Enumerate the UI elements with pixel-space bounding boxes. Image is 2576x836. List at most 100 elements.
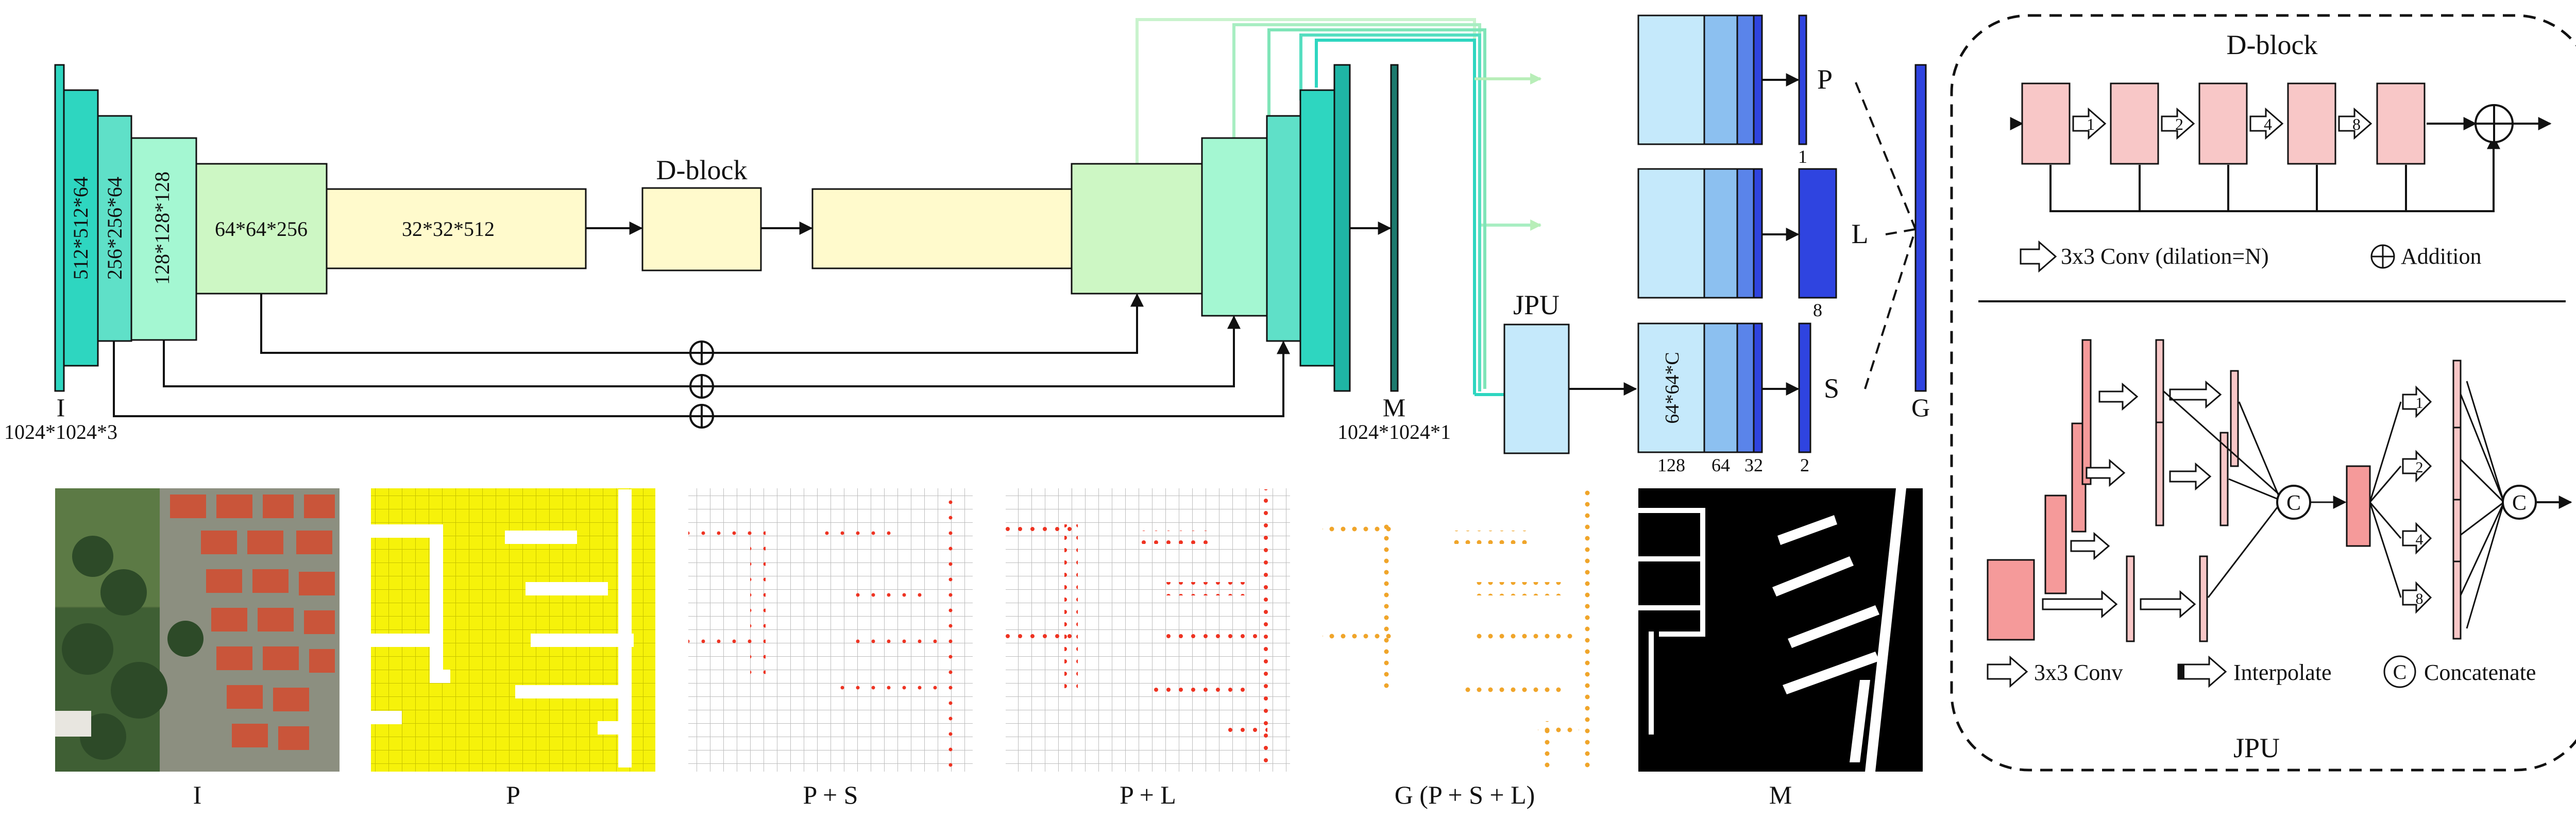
panel-point-grid	[371, 488, 655, 772]
input-size: 1024*1024*3	[4, 420, 117, 443]
dblock-stage	[2110, 82, 2159, 165]
skip-addition-nodes	[689, 340, 714, 429]
conv-arrow-icon	[2161, 107, 2195, 140]
jpu-block: JPU	[1503, 289, 1570, 454]
panel-captions: I P P + S P + L G (P + S + L) M	[193, 780, 1792, 809]
segment-out-bar	[1798, 322, 1811, 453]
dec-block-2	[1071, 163, 1203, 295]
dec-block-3	[1201, 137, 1268, 317]
jpu-label: JPU	[1513, 289, 1560, 320]
jpu-dilation: 1	[2416, 395, 2424, 412]
conv-arrow-icon	[2072, 107, 2107, 140]
dblock-dilation: 1	[2087, 115, 2095, 133]
enc-block-5-label: 32*32*512	[402, 217, 495, 241]
conv-arrow-icon	[2098, 382, 2139, 411]
concat-symbol: C	[2286, 491, 2301, 515]
jpu-conv-out	[2230, 370, 2239, 467]
jpu-detail-title: JPU	[2233, 732, 2280, 763]
dblock-addition-node	[2475, 104, 2514, 143]
jpu-feature-map	[1987, 559, 2035, 641]
encoder-labels: I 1024*1024*3 512*512*64 256*256*64 128*…	[4, 155, 1451, 443]
conv-arrow-icon	[2402, 450, 2432, 483]
output-label: M	[1383, 393, 1405, 422]
conv-arrow-icon	[2338, 107, 2372, 140]
conv-arrow-icon	[2402, 581, 2432, 614]
dblock-stage	[2198, 82, 2248, 165]
detail-frame	[1950, 14, 2576, 772]
panel-point-segment	[688, 488, 973, 772]
encoder	[54, 64, 1399, 392]
panel-graph	[1323, 488, 1607, 772]
jpu-conv-out	[2155, 421, 2164, 526]
jpu-detail: JPU	[1987, 339, 2572, 763]
legend-conv-icon	[1987, 655, 2028, 688]
input-label: I	[57, 393, 65, 422]
addition-node	[689, 374, 714, 399]
segment-head-channels: 2	[1800, 455, 1809, 475]
legend-add-icon	[2370, 244, 2395, 269]
dec-block-6	[1333, 64, 1351, 392]
dblock-stage	[2376, 82, 2426, 165]
segment-width-128: 128	[1657, 455, 1685, 475]
line-head-channels: 8	[1813, 300, 1822, 320]
dblock-stage	[2287, 82, 2336, 165]
jpu-feature-map	[2081, 339, 2092, 485]
jpu-merged-map	[2346, 465, 2371, 547]
jpu-conv-out	[2219, 432, 2229, 526]
input-bar	[54, 64, 65, 392]
jpu-conv-out	[2126, 555, 2135, 642]
dec-block-5	[1299, 89, 1335, 367]
panel-caption: P	[506, 780, 520, 809]
conv-arrow-icon	[2402, 522, 2432, 555]
dec-block-1	[811, 188, 1073, 269]
enc-block-3-label: 128*128*128	[150, 172, 174, 285]
legend-interp-icon	[2177, 655, 2227, 688]
segment-head-label: S	[1824, 373, 1839, 404]
segment-width-64: 64	[1711, 455, 1730, 475]
legend-concat-letter: C	[2393, 660, 2407, 684]
addition-node	[689, 404, 714, 429]
dblock-dilation: 2	[2175, 115, 2183, 133]
fusion-dashes	[1855, 82, 1917, 389]
jpu-dilation: 4	[2416, 531, 2424, 548]
jpu-dilation: 2	[2416, 459, 2424, 476]
point-head	[1637, 14, 1807, 145]
point-out-bar	[1798, 14, 1807, 145]
dblock-legend-add: Addition	[2401, 244, 2481, 269]
interp-arrow-icon	[2169, 380, 2222, 409]
dblock-detail-title: D-block	[2227, 29, 2318, 60]
jpu-legend-interp: Interpolate	[2233, 660, 2332, 685]
dblock-detail: D-block 1 2 4 8 3x	[2010, 29, 2552, 273]
jpu-conv-out	[2199, 555, 2208, 642]
interp-arrow-icon	[2140, 590, 2196, 619]
graph-out-bar	[1914, 64, 1927, 392]
concat-node	[2276, 485, 2311, 520]
dblock-dilation: 8	[2352, 115, 2361, 133]
point-head-channels: 1	[1798, 146, 1807, 167]
panel-point-line	[1006, 488, 1290, 772]
conv-arrow-icon	[2086, 458, 2126, 487]
enc-block-4-label: 64*64*256	[215, 217, 308, 241]
conv-arrow-icon	[2070, 532, 2110, 560]
panel-caption: P + L	[1120, 780, 1176, 809]
dblock-dilation: 4	[2264, 115, 2272, 133]
jpu-legend-concat: Concatenate	[2424, 660, 2536, 685]
output-bar	[1390, 64, 1399, 392]
enc-block-2-label: 256*256*64	[103, 177, 126, 280]
panel-satellite-image	[55, 488, 340, 772]
enc-block-1-label: 512*512*64	[69, 177, 92, 280]
panel-caption: I	[193, 780, 202, 809]
panel-caption: M	[1769, 780, 1792, 809]
panel-caption: G (P + S + L)	[1395, 780, 1535, 809]
jpu-feature-map	[2044, 494, 2067, 594]
dec-block-4	[1266, 115, 1301, 342]
dblock-legend-conv: 3x3 Conv (dilation=N)	[2061, 244, 2269, 269]
panel-caption: P + S	[803, 780, 858, 809]
legend-concat-icon	[2383, 655, 2416, 688]
jpu-dilation: 8	[2416, 590, 2424, 607]
conv-arrow-icon	[2402, 385, 2432, 418]
conv-arrow-icon	[2249, 107, 2284, 140]
conv-arrow-icon	[2042, 590, 2118, 619]
graph-label: G	[1911, 393, 1930, 422]
